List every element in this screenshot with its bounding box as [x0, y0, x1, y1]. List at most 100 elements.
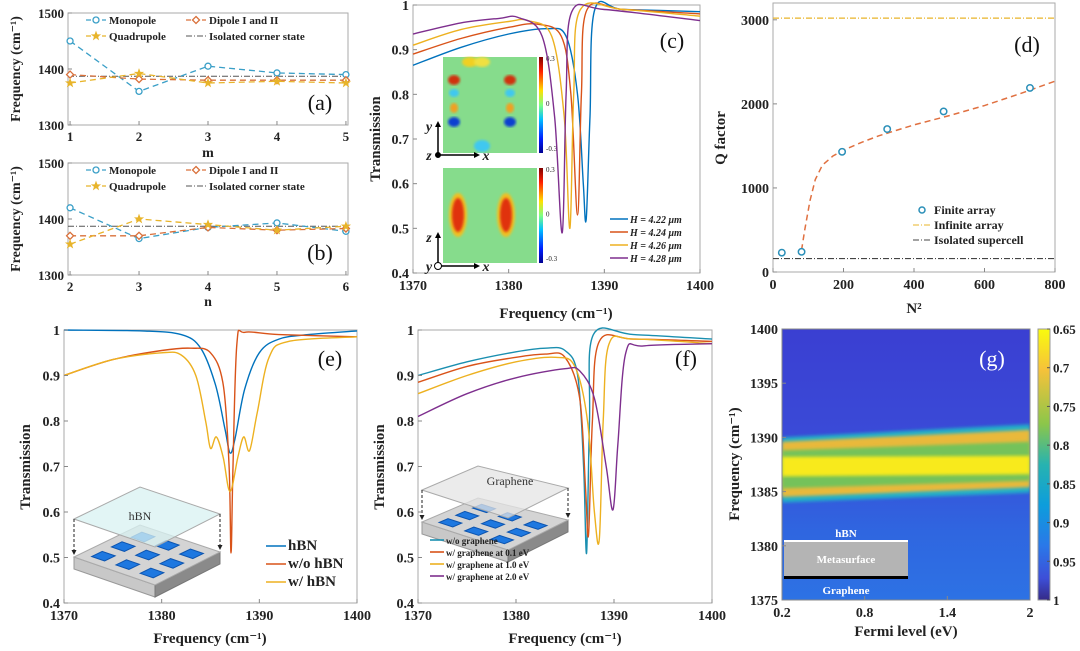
field-hotspot — [448, 117, 460, 127]
panel-d-axes: 0 200 400 600 800 0 1000 2000 3000 N² Q factor (d) — [713, 14, 1066, 317]
data-point-circle — [135, 87, 143, 96]
y-tick-label: 1385 — [750, 486, 778, 501]
series-line-diamond — [70, 226, 346, 237]
x-axis-label: m — [202, 146, 214, 161]
x-tick-label: 5 — [343, 129, 350, 144]
data-point-diamond — [191, 165, 201, 175]
x-tick-label: 200 — [833, 278, 854, 293]
data-point-finite-array — [797, 247, 806, 256]
data-point-finite-array — [838, 147, 847, 156]
x-tick-label: 1370 — [50, 609, 78, 624]
x-axis-label: Fermi level (eV) — [854, 624, 957, 640]
x-tick-label: 1380 — [148, 609, 176, 624]
y-axis-label: Frequency (cm⁻¹) — [9, 16, 24, 122]
colorbar-tick-label: 0.9 — [1053, 516, 1070, 531]
colorbar-tick-label: 0.8 — [1053, 438, 1070, 453]
field-colorbar — [539, 57, 543, 153]
colorbar-gradient — [1037, 328, 1051, 601]
y-tick-label: 1 — [402, 0, 409, 14]
y-tick-label: 1395 — [750, 377, 778, 392]
field-hotspot — [506, 103, 514, 113]
legend-label: hBN — [288, 538, 317, 554]
x-tick-label: 6 — [343, 279, 350, 294]
series-line-0 — [63, 329, 358, 454]
x-tick-label: 5 — [274, 279, 281, 294]
x-axis-label: n — [204, 295, 212, 310]
y-tick-label: 1400 — [38, 62, 64, 77]
panel-label: (g) — [979, 346, 1005, 371]
y-tick-label: 1000 — [741, 182, 769, 197]
colorbar-tick-label: 0.85 — [1053, 477, 1076, 492]
series-line-2 — [412, 2, 701, 230]
colorbar-tick-label: 0.3 — [546, 55, 555, 63]
panel-label: (c) — [660, 28, 684, 53]
colorbar-tick-label: -0.3 — [546, 145, 558, 153]
series-line-3 — [417, 343, 713, 511]
panel-label: (b) — [307, 240, 333, 265]
y-tick-label: 0.8 — [392, 88, 410, 103]
data-point-finite-array — [777, 248, 786, 257]
resonator-pad — [114, 559, 141, 570]
data-point-diamond — [134, 74, 144, 84]
axis-letter: x — [482, 260, 490, 275]
data-point-diamond — [134, 231, 144, 241]
arrowhead-icon — [217, 545, 223, 550]
x-tick-label: 400 — [904, 278, 925, 293]
data-point-star — [64, 238, 76, 249]
arrowhead-icon — [474, 152, 480, 158]
arrowhead-icon — [71, 550, 77, 555]
arrowhead-icon — [435, 121, 441, 127]
arrowhead-icon — [419, 515, 425, 520]
resonator-pad — [158, 558, 185, 569]
resonator-pad — [522, 520, 549, 530]
data-point-circle — [273, 69, 281, 77]
x-axis-label: Frequency (cm⁻¹) — [153, 631, 266, 647]
data-point-star — [271, 224, 283, 235]
y-tick-label: 1380 — [750, 540, 778, 555]
panel-label: (a) — [308, 90, 332, 115]
y-tick-label: 0.5 — [43, 552, 61, 567]
y-tick-label: 2000 — [741, 98, 769, 113]
colorbar-tick-label: 0.7 — [1053, 361, 1070, 376]
series-line-0 — [417, 327, 713, 555]
y-tick-label: 1500 — [38, 156, 64, 171]
y-axis-label: Frequency (cm⁻¹) — [727, 407, 743, 520]
legend-swatch — [918, 206, 926, 214]
x-tick-label: 1370 — [399, 279, 427, 294]
legend-label: Monopole — [109, 165, 156, 177]
x-tick-label: 4 — [274, 129, 281, 144]
data-point-star — [133, 213, 145, 224]
axis-letter: y — [424, 260, 433, 275]
metasurface-schematic: Graphene — [419, 465, 571, 563]
x-tick-label: 4 — [205, 279, 212, 294]
hbn-label: hBN — [835, 528, 856, 540]
panel-f-axes: 1370 1380 1390 1400 0.4 0.5 0.6 0.7 0.8 0.9 1 Frequ… — [372, 324, 726, 647]
y-tick-label: 0.7 — [392, 133, 410, 148]
x-tick-label: 600 — [974, 278, 995, 293]
heatmap-band-3 — [782, 455, 1030, 477]
arrowhead-icon — [474, 263, 480, 269]
resonator-pad — [489, 534, 515, 545]
legend-label: w/ hBN — [288, 574, 336, 590]
panel-e-axes: 1370 1380 1390 1400 0.4 0.5 0.6 0.7 0.8 0.9 1 Frequ… — [18, 324, 371, 647]
field-hotspot — [500, 198, 512, 232]
y-tick-label: 3000 — [741, 14, 769, 29]
y-axis-label: Transmission — [18, 424, 34, 510]
y-tick-label: 0.9 — [43, 370, 61, 385]
data-point-circle — [92, 166, 100, 174]
legend: Monopole Dipole I and II Quadrupole Isolate… — [86, 15, 305, 43]
x-tick-label: 1 — [67, 129, 74, 144]
legend-label: w/ graphene at 2.0 eV — [446, 572, 530, 582]
series-line-2 — [417, 335, 713, 545]
x-tick-label: 800 — [1045, 278, 1066, 293]
y-tick-label: 0.6 — [392, 178, 410, 193]
field-hotspot — [505, 89, 515, 97]
colorbar-tick-label: 0.65 — [1053, 322, 1076, 337]
legend-label: Dipole I and II — [209, 15, 278, 27]
legend-label: w/ graphene at 1.0 eV — [446, 560, 530, 570]
plot-area — [67, 162, 349, 276]
field-hotspot — [449, 89, 459, 97]
y-tick-label: 1300 — [38, 268, 64, 283]
field-hotspot — [462, 57, 478, 67]
